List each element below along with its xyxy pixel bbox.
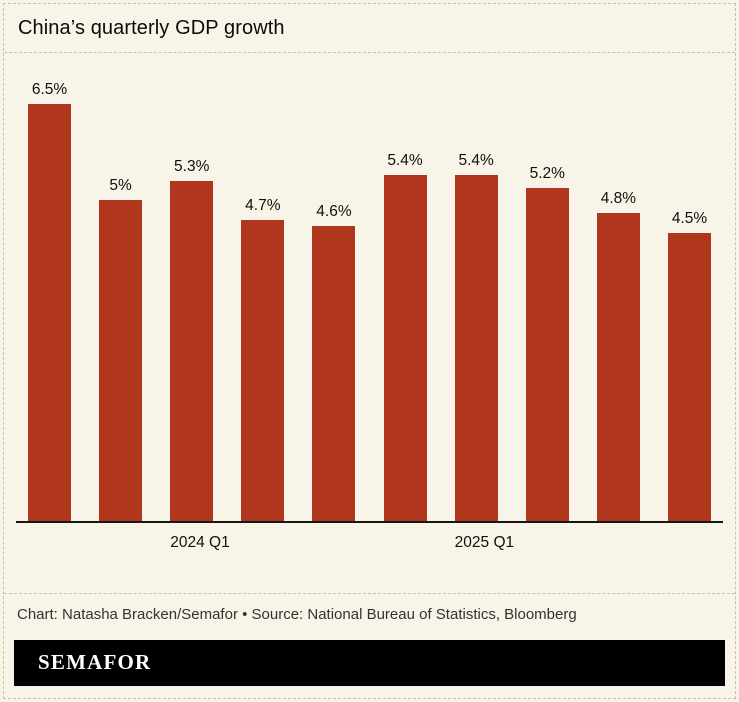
x-axis-ticks: 2024 Q1 2025 Q1 [16,523,723,569]
bar-column: 5% [99,53,143,521]
x-tick-label [99,534,142,569]
bar [525,187,569,521]
x-tick-label [668,534,711,569]
x-tick-label [597,534,640,569]
bar [170,181,214,521]
bar [454,174,498,521]
bar-column: 6.5% [28,53,71,521]
bar-column: 5.4% [383,53,427,521]
bar [596,213,640,521]
title-divider [4,52,735,53]
x-tick-label [384,534,427,569]
x-tick-label: 2024 Q1 [170,534,230,551]
bar-column: 5.4% [454,53,498,521]
bar-value-label: 4.5% [671,209,708,227]
bar [667,232,711,521]
bar-chart: 6.5% 5% 5.3% 4.7% 4.6% 5.4% 5.4% 5.2% 4.8% 4.5% 2… [4,53,735,569]
bar-value-label: 5.4% [387,151,423,169]
x-tick-label [28,534,71,569]
chart-footer-spacer [4,569,735,593]
bar-column: 5.2% [525,53,569,521]
bar [99,200,143,521]
bar-column: 4.5% [667,53,711,521]
x-tick-label: 2025 Q1 [454,534,515,551]
credit-text: Chart: Natasha Bracken/Semafor • Source:… [17,606,577,623]
credit-divider [4,593,735,594]
bar-value-label: 4.7% [245,196,281,214]
bar-column: 4.7% [241,53,285,521]
x-tick-label [526,534,569,569]
x-tick-label [312,534,355,569]
bar-value-label: 5.4% [458,151,494,169]
chart-card: China’s quarterly GDP growth 6.5% 5% 5.3% 4… [3,3,736,699]
bar [241,219,285,521]
bar-value-label: 4.6% [316,203,352,221]
bar [28,104,71,521]
x-axis-line [16,521,723,523]
bar [383,174,427,521]
page-title: China’s quarterly GDP growth [18,17,285,39]
chart-plot: 6.5% 5% 5.3% 4.7% 4.6% 5.4% 5.4% 5.2% 4.8% 4.5% [16,53,723,521]
bar [312,226,356,521]
bar-column: 5.3% [170,53,214,521]
bar-value-label: 5% [109,177,132,195]
bar-column: 4.6% [312,53,356,521]
semafor-logo: SEMAFOR [14,640,725,686]
bar-column: 4.8% [596,53,640,521]
bar-value-label: 5.2% [529,164,565,182]
bar-value-label: 6.5% [31,81,68,99]
x-tick-label [241,534,284,569]
bar-value-label: 4.8% [600,190,637,208]
bar-value-label: 5.3% [174,158,210,176]
